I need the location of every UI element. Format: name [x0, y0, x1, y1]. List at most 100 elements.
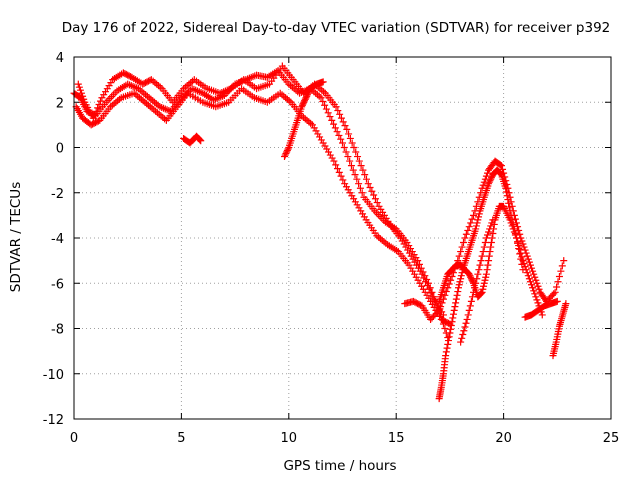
sat-track-8	[435, 166, 527, 403]
data-point	[453, 291, 461, 299]
data-point	[79, 92, 87, 100]
data-point	[328, 116, 336, 124]
data-point	[475, 266, 483, 274]
data-point	[455, 252, 463, 260]
data-point	[525, 275, 533, 283]
data-point	[531, 273, 539, 281]
y-tick-label: 4	[56, 51, 64, 66]
data-point	[337, 135, 345, 143]
x-axis-label: GPS time / hours	[283, 458, 396, 474]
data-point	[480, 282, 488, 290]
data-point	[551, 288, 559, 296]
data-point	[353, 175, 361, 183]
data-point	[530, 270, 538, 278]
data-point	[465, 306, 473, 314]
data-point	[557, 267, 565, 275]
data-point	[486, 225, 494, 233]
plot-frame	[73, 56, 612, 420]
data-point	[481, 239, 489, 247]
data-point	[452, 299, 460, 307]
data-point	[345, 130, 353, 138]
data-point	[80, 95, 88, 103]
data-point	[458, 269, 466, 277]
data-point	[515, 226, 523, 234]
data-point	[483, 169, 491, 177]
data-point	[337, 172, 345, 180]
data-point	[373, 199, 381, 207]
data-point	[425, 285, 433, 293]
data-point	[321, 101, 329, 109]
tick-labels: 0 5 10 15 20 25 -12 -10 -8 -6 -4 -2 0 2 4	[43, 51, 620, 446]
data-point	[475, 210, 483, 218]
data-point	[444, 337, 452, 345]
data-point	[523, 269, 531, 277]
x-tick-label: 25	[603, 431, 620, 446]
y-tick-label: -12	[43, 413, 64, 428]
data-point	[298, 103, 306, 111]
data-point	[530, 287, 538, 295]
data-point	[487, 222, 495, 230]
y-tick-label: -10	[43, 368, 64, 383]
data-point	[437, 303, 445, 311]
y-tick-label: -6	[51, 277, 64, 292]
data-point	[481, 276, 489, 284]
data-point	[334, 107, 342, 115]
sat-track-9	[457, 216, 497, 346]
data-point	[528, 264, 536, 272]
data-point	[470, 211, 478, 219]
data-point	[554, 278, 562, 286]
data-point	[331, 124, 339, 132]
data-point	[434, 308, 442, 316]
data-point	[524, 255, 532, 263]
data-point	[487, 175, 495, 183]
data-point	[496, 161, 504, 169]
data-point	[461, 323, 469, 331]
data-point	[511, 229, 519, 237]
data-point	[505, 203, 513, 211]
data-point	[515, 245, 523, 253]
data-point	[442, 352, 450, 360]
data-point	[484, 261, 492, 269]
y-axis-label: SDTVAR / TECUs	[8, 182, 24, 292]
data-point	[347, 162, 355, 170]
data-point	[455, 281, 463, 289]
data-point	[96, 97, 104, 105]
data-point	[467, 219, 475, 227]
data-point	[472, 225, 480, 233]
data-point	[550, 290, 558, 298]
data-point	[457, 338, 465, 346]
data-point	[503, 192, 511, 200]
sat-track-10	[521, 297, 561, 321]
data-point	[463, 315, 471, 323]
data-point	[504, 196, 512, 204]
y-tick-label: -2	[51, 187, 64, 202]
data-point	[485, 257, 493, 265]
data-point	[322, 105, 330, 113]
x-tick-label: 0	[70, 431, 78, 446]
data-point	[532, 276, 540, 284]
data-point	[344, 153, 352, 161]
data-point	[517, 249, 525, 257]
data-point	[335, 131, 343, 139]
data-point	[423, 282, 431, 290]
data-point	[451, 303, 459, 311]
data-point	[505, 199, 513, 207]
data-point	[516, 250, 524, 258]
data-point	[447, 321, 455, 329]
data-point	[485, 252, 493, 260]
data-point	[195, 135, 203, 143]
data-point	[317, 94, 325, 102]
data-point	[483, 231, 491, 239]
data-point	[364, 180, 372, 188]
data-point	[349, 166, 357, 174]
data-point	[303, 92, 311, 100]
data-point	[355, 180, 363, 188]
data-point	[441, 325, 449, 332]
data-point	[445, 333, 453, 341]
data-point	[298, 101, 306, 109]
data-point	[461, 234, 469, 242]
data-point	[514, 239, 522, 247]
data-point	[497, 170, 505, 178]
data-point	[497, 162, 505, 170]
data-point	[520, 243, 528, 251]
